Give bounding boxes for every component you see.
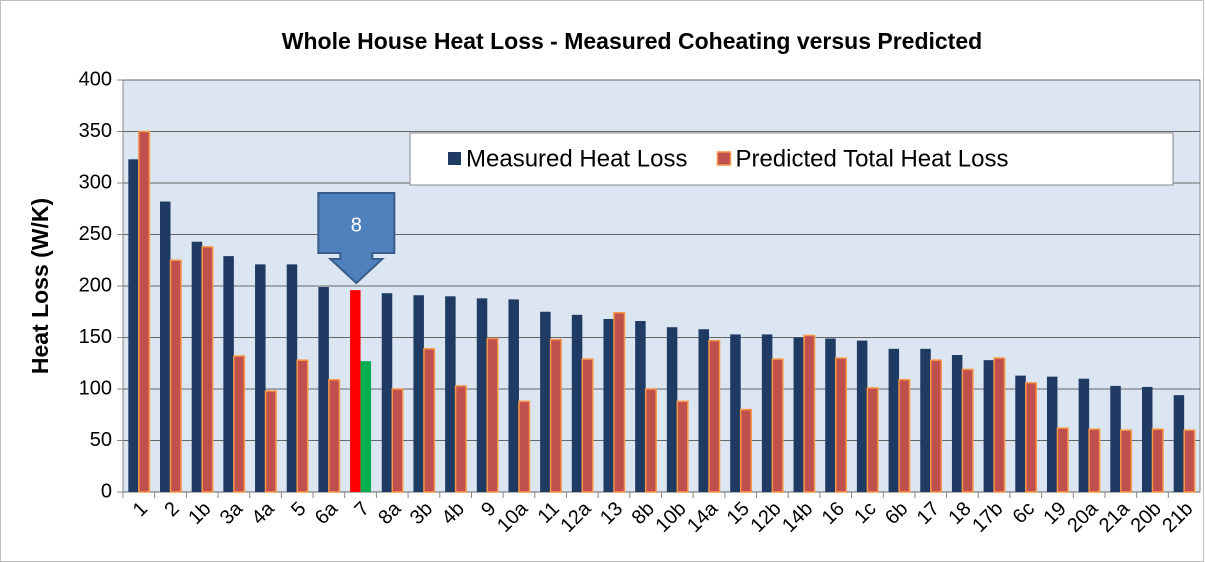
bar <box>920 348 931 492</box>
bar <box>698 329 710 492</box>
bar <box>730 334 741 492</box>
y-tick-label: 300 <box>79 171 112 193</box>
bar <box>1015 375 1026 492</box>
bar <box>834 357 847 493</box>
bar <box>486 337 499 493</box>
bar <box>128 159 139 492</box>
bar <box>169 259 182 493</box>
bar <box>888 348 900 492</box>
bar <box>255 264 266 492</box>
bar <box>866 387 879 493</box>
y-tick-label: 100 <box>79 377 112 399</box>
bar <box>993 357 1006 493</box>
y-tick-label: 200 <box>79 274 112 296</box>
bar <box>360 361 372 492</box>
bar <box>201 246 214 493</box>
bar <box>160 201 171 493</box>
bar <box>191 241 203 492</box>
bar <box>1025 382 1038 493</box>
legend-box <box>409 132 1174 186</box>
bar <box>350 290 361 492</box>
bar <box>445 296 456 492</box>
bar <box>1120 429 1133 493</box>
bar <box>508 299 519 492</box>
bar <box>286 264 298 492</box>
y-tick-label: 50 <box>90 429 112 451</box>
bar <box>381 293 393 492</box>
bar <box>603 318 614 492</box>
bar <box>930 359 942 493</box>
bar <box>635 321 646 492</box>
bar <box>318 287 329 492</box>
bar <box>1183 429 1196 493</box>
bar <box>803 334 816 493</box>
bar <box>1046 376 1058 492</box>
y-tick-label: 400 <box>79 68 112 90</box>
legend-swatch <box>448 152 461 165</box>
bar <box>1088 428 1101 493</box>
y-tick-label: 0 <box>101 480 112 502</box>
bar <box>708 339 721 493</box>
y-tick-label: 250 <box>79 223 112 245</box>
chart-title: Whole House Heat Loss - Measured Coheati… <box>282 28 982 54</box>
bar <box>825 338 836 492</box>
bar <box>793 337 805 492</box>
bar <box>296 359 309 493</box>
bar <box>571 314 583 492</box>
bar <box>644 388 657 493</box>
bar <box>1141 386 1153 492</box>
bar <box>328 378 341 493</box>
bar <box>761 334 773 492</box>
bar <box>961 368 974 493</box>
callout-label: 8 <box>351 214 362 236</box>
bar <box>1173 395 1185 492</box>
bar <box>856 340 868 492</box>
bar <box>739 408 752 493</box>
bar <box>1078 378 1090 492</box>
bar <box>476 298 488 492</box>
legend-swatch <box>716 151 732 166</box>
bar <box>138 130 151 493</box>
bar <box>676 400 689 493</box>
bar <box>1056 427 1069 493</box>
y-axis-label: Heat Loss (W/K) <box>27 198 53 374</box>
bar <box>1151 428 1164 493</box>
bar <box>413 295 424 492</box>
bar <box>391 388 404 493</box>
bar <box>454 385 467 493</box>
bar <box>233 355 246 493</box>
bar <box>771 358 784 493</box>
bar <box>898 378 911 493</box>
legend-label: Measured Heat Loss <box>466 145 687 172</box>
bar <box>951 355 963 492</box>
bar <box>518 400 531 493</box>
bar <box>983 360 995 492</box>
bar <box>223 256 234 492</box>
bar <box>581 358 594 493</box>
bar <box>666 327 678 492</box>
bar <box>549 338 562 493</box>
bar <box>264 390 277 493</box>
legend-label: Predicted Total Heat Loss <box>735 145 1008 172</box>
y-tick-label: 150 <box>79 326 112 348</box>
bar <box>613 312 626 493</box>
bar <box>540 311 551 492</box>
bar <box>1110 385 1121 492</box>
callout-shape <box>317 192 396 285</box>
y-tick-label: 350 <box>79 120 112 142</box>
bar <box>423 348 436 493</box>
